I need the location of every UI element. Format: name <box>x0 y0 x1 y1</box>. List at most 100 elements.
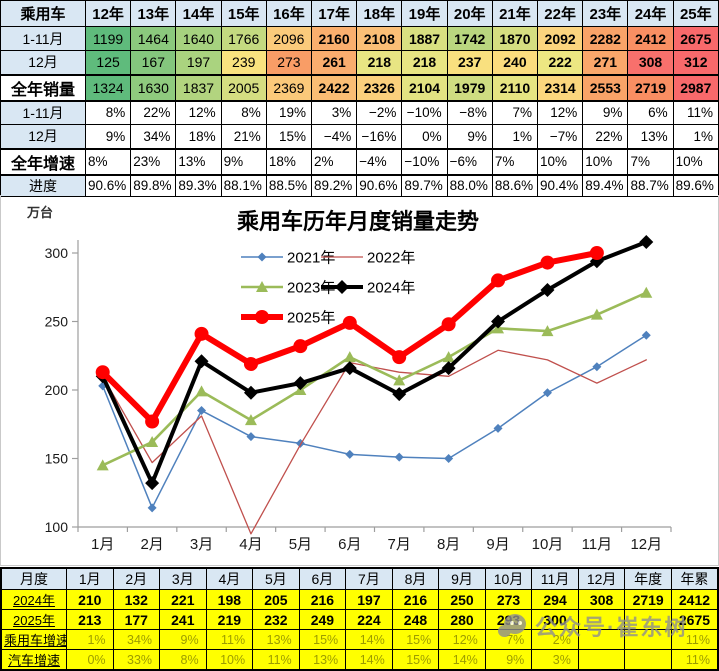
row-label[interactable]: 进度 <box>0 174 86 197</box>
table-cell[interactable]: 2719 <box>624 589 672 610</box>
table-cell[interactable]: 218 <box>356 50 403 75</box>
table-cell[interactable]: 7% <box>491 100 539 125</box>
table-cell[interactable]: 18% <box>175 124 222 149</box>
table-cell[interactable]: 11% <box>252 649 300 671</box>
table-cell[interactable]: 2314 <box>537 74 584 101</box>
row-label[interactable]: 汽车增速 <box>0 649 67 671</box>
table-cell[interactable]: 8% <box>220 100 267 125</box>
table-cell[interactable]: 213 <box>66 609 114 630</box>
table-cell[interactable] <box>624 649 672 671</box>
table-cell[interactable]: 216 <box>391 589 440 610</box>
table-cell[interactable]: 2% <box>531 629 579 650</box>
table-cell[interactable]: 12% <box>438 629 486 650</box>
table-cell[interactable]: 0% <box>66 649 114 671</box>
table-cell[interactable]: 248 <box>391 609 440 630</box>
table-cell[interactable]: 15% <box>265 124 313 149</box>
table-cell[interactable]: 14% <box>345 649 393 671</box>
column-header[interactable]: 17年 <box>311 0 358 27</box>
table-cell[interactable]: 218 <box>401 50 448 75</box>
table-cell[interactable]: 1% <box>672 124 719 149</box>
table-cell[interactable]: 2369 <box>265 74 313 101</box>
table-cell[interactable]: 89.8% <box>130 174 177 197</box>
table-cell[interactable]: 1% <box>491 124 539 149</box>
table-cell[interactable]: 11% <box>672 100 719 125</box>
table-cell[interactable]: 241 <box>159 609 207 630</box>
table-cell[interactable]: 2005 <box>220 74 267 101</box>
row-label[interactable]: 1-11月 <box>0 26 86 51</box>
table-cell[interactable]: 13% <box>298 649 347 671</box>
table-cell[interactable]: 1742 <box>446 26 493 51</box>
table-cell[interactable]: 3% <box>311 100 358 125</box>
table-cell[interactable] <box>624 629 672 650</box>
table-cell[interactable]: 1766 <box>220 26 267 51</box>
table-cell[interactable]: 12% <box>175 100 222 125</box>
table-cell[interactable]: 7% <box>491 148 539 175</box>
table-cell[interactable]: −16% <box>356 124 403 149</box>
table-cell[interactable]: 9% <box>484 649 533 671</box>
table-cell[interactable]: 308 <box>577 589 626 610</box>
table-cell[interactable]: 90.4% <box>537 174 584 197</box>
table-cell[interactable]: 1870 <box>491 26 539 51</box>
table-cell[interactable]: 10% <box>582 148 629 175</box>
table-cell[interactable]: 232 <box>252 609 300 630</box>
column-header[interactable]: 19年 <box>401 0 448 27</box>
table-cell[interactable]: −2% <box>356 100 403 125</box>
table-cell[interactable]: 219 <box>205 609 254 630</box>
table-cell[interactable]: 89.7% <box>401 174 448 197</box>
table-cell[interactable]: 11% <box>670 649 719 671</box>
table-cell[interactable]: 22% <box>130 100 177 125</box>
table-cell[interactable]: 132 <box>112 589 161 610</box>
table-cell[interactable]: 89.6% <box>672 174 719 197</box>
table-cell[interactable]: 205 <box>252 589 300 610</box>
table-cell[interactable]: 312 <box>672 50 719 75</box>
row-label-column-header[interactable]: 乘用车 <box>0 0 86 27</box>
table-cell[interactable]: 9% <box>84 124 132 149</box>
table-cell[interactable]: 2412 <box>627 26 674 51</box>
column-header[interactable]: 8月 <box>391 567 440 590</box>
table-cell[interactable]: 22% <box>582 124 629 149</box>
column-header[interactable]: 10月 <box>484 567 533 590</box>
table-cell[interactable]: 7% <box>627 148 674 175</box>
column-header[interactable]: 年度 <box>624 567 672 590</box>
table-cell[interactable]: 1837 <box>175 74 222 101</box>
table-cell[interactable]: 9% <box>582 100 629 125</box>
row-label[interactable]: 12月 <box>0 50 86 75</box>
table-cell[interactable]: −10% <box>401 148 448 175</box>
column-header[interactable]: 5月 <box>252 567 300 590</box>
table-cell[interactable]: 23% <box>130 148 177 175</box>
table-cell[interactable]: −10% <box>401 100 448 125</box>
table-cell[interactable]: 2553 <box>582 74 629 101</box>
column-header[interactable]: 2月 <box>112 567 161 590</box>
table-cell[interactable]: 197 <box>345 589 393 610</box>
table-cell[interactable]: 222 <box>537 50 584 75</box>
row-label[interactable]: 全年增速 <box>0 148 86 175</box>
table-cell[interactable]: 8% <box>159 649 207 671</box>
table-cell[interactable]: 33% <box>112 649 161 671</box>
column-header[interactable]: 15年 <box>220 0 267 27</box>
table-cell[interactable]: 177 <box>112 609 161 630</box>
table-cell[interactable]: 280 <box>438 609 486 630</box>
table-cell[interactable]: 250 <box>438 589 486 610</box>
table-cell[interactable]: 2675 <box>672 26 719 51</box>
table-cell[interactable] <box>624 609 672 630</box>
table-cell[interactable]: 300 <box>531 609 579 630</box>
table-cell[interactable]: 1640 <box>175 26 222 51</box>
table-cell[interactable] <box>577 649 626 671</box>
table-cell[interactable]: 1887 <box>401 26 448 51</box>
table-cell[interactable]: 8% <box>84 100 132 125</box>
table-cell[interactable]: 198 <box>205 589 254 610</box>
table-cell[interactable]: 8% <box>84 148 132 175</box>
table-cell[interactable]: 2326 <box>356 74 403 101</box>
table-cell[interactable]: 2% <box>311 148 358 175</box>
table-cell[interactable]: 210 <box>66 589 114 610</box>
row-label[interactable]: 全年销量 <box>0 74 86 101</box>
table-cell[interactable]: 2412 <box>670 589 719 610</box>
table-cell[interactable]: 1979 <box>446 74 493 101</box>
table-cell[interactable]: 273 <box>484 589 533 610</box>
table-cell[interactable]: 261 <box>311 50 358 75</box>
table-cell[interactable] <box>577 629 626 650</box>
column-header[interactable]: 20年 <box>446 0 493 27</box>
table-cell[interactable]: 9% <box>220 148 267 175</box>
table-cell[interactable]: 2092 <box>537 26 584 51</box>
table-cell[interactable]: −4% <box>311 124 358 149</box>
